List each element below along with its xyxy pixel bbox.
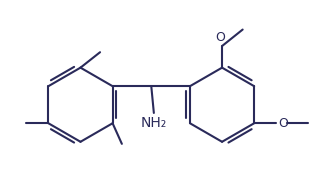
Text: O: O <box>216 31 225 44</box>
Text: NH₂: NH₂ <box>141 116 167 130</box>
Text: O: O <box>278 117 288 130</box>
